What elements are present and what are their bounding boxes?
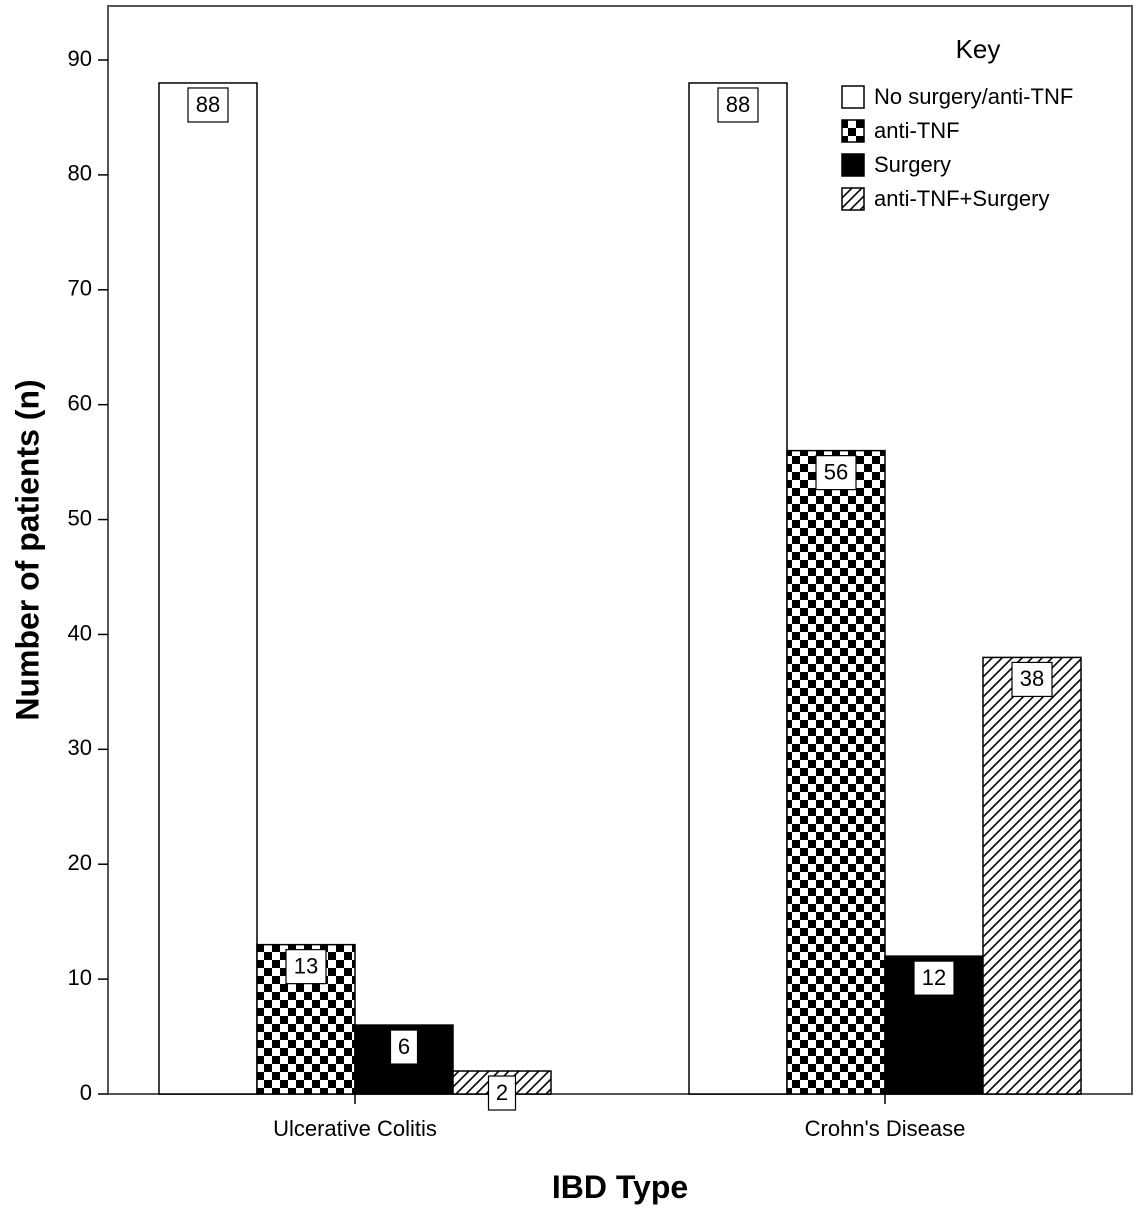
- bar: [158, 82, 258, 1095]
- data-label-box: [187, 87, 229, 123]
- y-tick-label: 90: [68, 46, 92, 71]
- legend-title: Key: [956, 34, 1001, 64]
- data-label: 38: [1020, 666, 1044, 691]
- bars: [158, 82, 1082, 1095]
- data-label: 56: [824, 459, 848, 484]
- bar: [982, 656, 1082, 1095]
- y-tick-label: 30: [68, 735, 92, 760]
- data-label: 88: [726, 92, 750, 117]
- legend-item-label: Surgery: [874, 152, 951, 177]
- bar: [688, 82, 788, 1095]
- y-axis-title: Number of patients (n): [9, 379, 45, 720]
- y-tick-label: 60: [68, 390, 92, 415]
- legend: Key No surgery/anti-TNF anti-TNF Surgery an…: [841, 34, 1073, 211]
- data-label-box: [717, 87, 759, 123]
- data-label-box: [913, 960, 955, 996]
- data-label: 2: [496, 1080, 508, 1105]
- y-tick-label: 70: [68, 276, 92, 301]
- legend-swatch: [841, 119, 865, 143]
- y-tick-label: 50: [68, 505, 92, 530]
- y-tick-label: 20: [68, 850, 92, 875]
- data-label: 88: [196, 92, 220, 117]
- data-label-box: [285, 949, 327, 985]
- data-label: 6: [398, 1034, 410, 1059]
- y-tick-label: 80: [68, 161, 92, 186]
- data-label: 12: [922, 965, 946, 990]
- legend-item-label: anti-TNF: [874, 118, 960, 143]
- data-label-box: [815, 455, 857, 491]
- bar: [786, 449, 886, 1095]
- legend-item-label: No surgery/anti-TNF: [874, 84, 1073, 109]
- legend-item-label: anti-TNF+Surgery: [874, 186, 1049, 211]
- x-axis-title: IBD Type: [552, 1169, 688, 1205]
- y-tick-label: 0: [80, 1080, 92, 1105]
- data-labels: 88 13 6 2 88 56 12 38: [187, 87, 1053, 1111]
- data-label-box: [389, 1029, 419, 1065]
- legend-swatch: [841, 187, 865, 211]
- data-label-box: [487, 1075, 517, 1111]
- legend-swatch: [841, 85, 865, 109]
- data-label-box: [1011, 661, 1053, 698]
- plot-frame: [107, 5, 1133, 1095]
- data-label: 13: [294, 953, 318, 978]
- y-tick-label: 10: [68, 965, 92, 990]
- x-tick-label: Crohn's Disease: [805, 1116, 966, 1141]
- y-tick-label: 40: [68, 620, 92, 645]
- y-axis: 0 10 20 30 40 50 60 70 80 90: [68, 46, 108, 1105]
- legend-swatch: [841, 153, 865, 177]
- x-tick-label: Ulcerative Colitis: [273, 1116, 437, 1141]
- x-axis: Ulcerative Colitis Crohn's Disease: [273, 1094, 965, 1141]
